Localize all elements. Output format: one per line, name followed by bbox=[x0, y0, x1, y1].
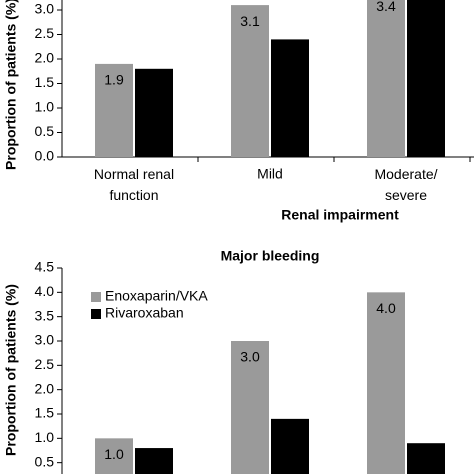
y-tick-label: 3.0 bbox=[35, 1, 55, 17]
y-tick-label: 2.0 bbox=[35, 380, 55, 396]
legend-swatch bbox=[91, 292, 101, 302]
value-label: 3.4 bbox=[376, 0, 396, 14]
bar bbox=[407, 0, 445, 157]
chart-title: Major bleeding bbox=[221, 248, 320, 264]
value-label: 0.9 bbox=[416, 451, 436, 467]
y-tick-label: 2.5 bbox=[35, 356, 55, 372]
value-label: 3.3 bbox=[416, 3, 436, 19]
y-tick-label: 3.0 bbox=[35, 332, 55, 348]
value-label: 2.4 bbox=[280, 47, 300, 63]
y-tick-label: 0.5 bbox=[35, 123, 55, 139]
value-label: 4.0 bbox=[376, 300, 396, 316]
y-axis-title: Proportion of patients (%) bbox=[3, 0, 19, 170]
y-tick-label: 2.5 bbox=[35, 25, 55, 41]
x-tick-label: Moderate/severe bbox=[374, 166, 437, 203]
y-tick-label: 0.0 bbox=[35, 148, 55, 164]
bar bbox=[231, 5, 269, 157]
bar bbox=[231, 341, 269, 474]
y-tick-label: 0.5 bbox=[35, 453, 55, 469]
bar bbox=[271, 39, 309, 157]
x-axis-title: Renal impairment bbox=[281, 207, 399, 223]
bar bbox=[271, 418, 309, 474]
x-tick-label: Normal renal function bbox=[94, 166, 174, 203]
bar bbox=[367, 0, 405, 158]
legend-swatch bbox=[91, 309, 101, 319]
x-tick-label: Mild bbox=[257, 166, 283, 182]
bar bbox=[367, 292, 405, 474]
value-label: 0.8 bbox=[144, 456, 164, 472]
y-tick-label: 4.5 bbox=[35, 259, 55, 275]
y-tick-label: 3.5 bbox=[35, 307, 55, 323]
value-label: 1.8 bbox=[144, 77, 164, 93]
y-tick-label: 4.0 bbox=[35, 283, 55, 299]
y-tick-label: 1.5 bbox=[35, 405, 55, 421]
bar bbox=[95, 63, 133, 157]
value-label: 1.9 bbox=[104, 72, 124, 88]
y-tick-label: 2.0 bbox=[35, 50, 55, 66]
value-label: 3.0 bbox=[240, 349, 260, 365]
legend-label: Rivaroxaban bbox=[105, 305, 184, 321]
bar bbox=[135, 448, 173, 474]
y-tick-label: 1.0 bbox=[35, 99, 55, 115]
value-label: 1.4 bbox=[280, 427, 300, 443]
y-axis-title: Proportion of patients (%) bbox=[3, 284, 19, 456]
y-tick-label: 1.0 bbox=[35, 429, 55, 445]
bar bbox=[407, 443, 445, 474]
bar bbox=[135, 68, 173, 157]
legend-label: Enoxaparin/VKA bbox=[105, 288, 208, 304]
value-label: 1.0 bbox=[104, 446, 124, 462]
bar bbox=[95, 438, 133, 474]
y-tick-label: 1.5 bbox=[35, 74, 55, 90]
value-label: 3.1 bbox=[240, 13, 260, 29]
